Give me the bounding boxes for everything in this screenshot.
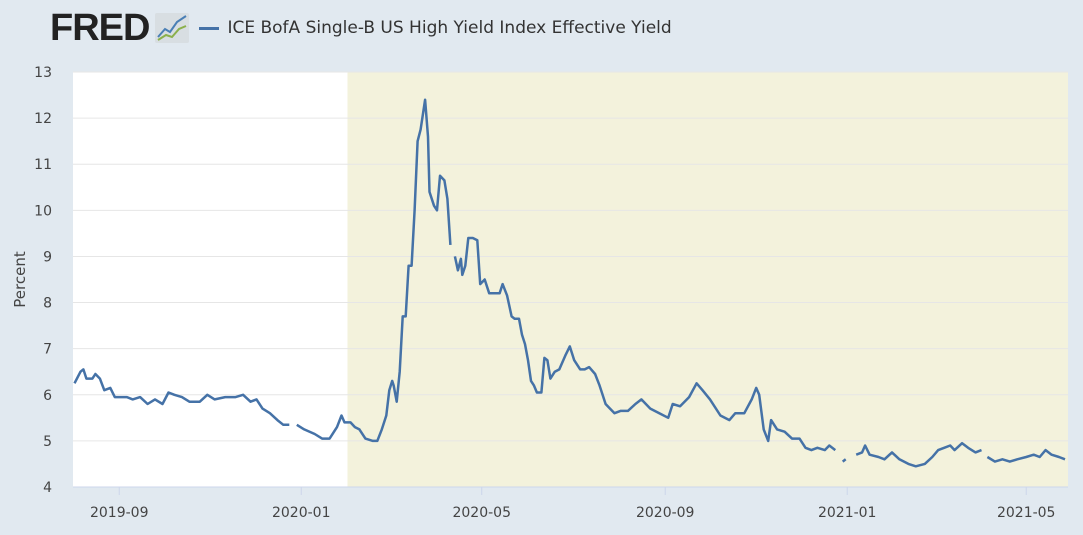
fred-logo[interactable]: FRED [50,6,150,49]
recession-shading [347,72,1068,487]
legend-line-swatch [199,26,220,30]
y-tick-label: 12 [34,111,52,127]
x-tick-label: 2021-05 [997,505,1056,521]
y-tick-label: 13 [34,65,52,81]
chart-header: FRED ICE BofA Single-B US High Yield Ind… [50,7,672,49]
chart-logo-icon [155,13,190,43]
x-tick-label: 2020-05 [452,505,511,521]
y-tick-label: 10 [34,203,52,219]
x-tick-label: 2019-09 [90,505,149,521]
y-tick-label: 8 [43,296,52,312]
x-tick-label: 2020-09 [636,505,695,521]
y-tick-label: 7 [43,342,52,358]
series-line [73,98,1066,468]
y-tick-label: 6 [43,388,52,404]
series-title[interactable]: ICE BofA Single-B US High Yield Index Ef… [227,18,672,38]
y-tick-label: 5 [43,434,52,450]
y-tick-label: 11 [34,157,52,173]
x-tick-label: 2021-01 [818,505,877,521]
y-axis-label: Percent [11,251,29,308]
y-tick-label: 4 [43,480,52,496]
x-tick-label: 2020-01 [272,505,331,521]
y-tick-label: 9 [43,249,52,265]
